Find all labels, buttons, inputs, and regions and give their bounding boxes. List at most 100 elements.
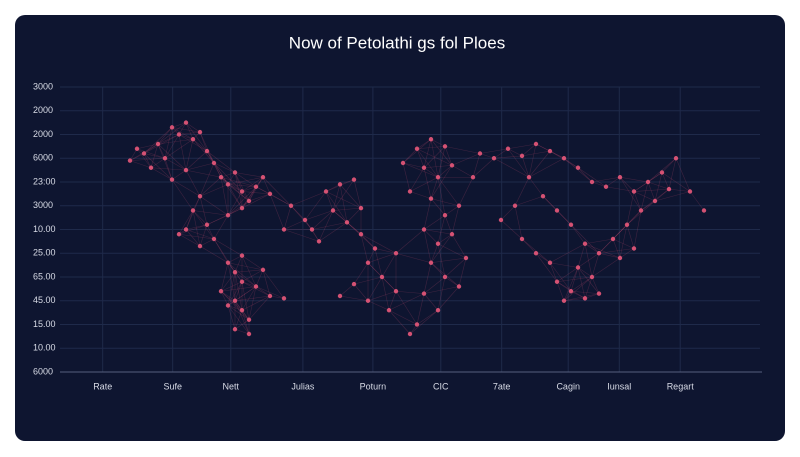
point [582,241,588,246]
link [157,143,173,180]
link [178,134,208,152]
link [241,191,271,195]
point [239,279,245,284]
link [150,167,187,171]
link [402,162,411,192]
link [199,177,222,197]
point [603,184,609,189]
link [234,286,257,301]
link [416,310,439,325]
point [435,241,441,246]
link [185,210,194,230]
link [129,157,166,161]
link [220,262,229,292]
point [183,120,189,125]
link [192,210,215,240]
point [169,125,175,130]
point [316,239,322,244]
link [521,238,551,263]
link [514,195,544,207]
link [192,210,229,216]
link [157,143,166,159]
link [220,291,236,301]
link [444,215,453,235]
link [521,238,537,254]
link [185,139,194,171]
link [241,177,264,209]
link [563,276,593,301]
point [449,163,455,168]
link [409,310,439,335]
point [176,132,182,137]
link [332,179,355,211]
link [577,267,593,278]
link [577,267,586,299]
link [325,184,341,192]
point [631,246,637,251]
point [225,303,231,308]
link [185,122,208,152]
link [556,281,565,301]
link [213,162,236,173]
point [428,260,434,265]
link [430,262,460,287]
link [423,167,432,199]
point [239,189,245,194]
link [178,131,201,135]
link [430,198,460,207]
link [633,188,670,192]
link [584,243,593,278]
point [239,308,245,313]
link [353,179,362,209]
link [493,148,509,159]
link [591,276,600,294]
point [218,289,224,294]
link [591,257,621,278]
link [220,291,250,320]
point [631,189,637,194]
link [213,162,243,192]
link [437,165,453,178]
link [227,281,243,306]
link [206,150,236,173]
point [414,146,420,151]
point [421,165,427,170]
link [507,148,523,157]
y-tick-label: 3000 [33,200,53,210]
link [416,139,432,149]
y-tick-label: 10.00 [33,343,56,353]
point [533,141,539,147]
link [423,146,446,168]
link [528,150,551,178]
link [619,248,635,259]
link [430,177,439,199]
link [206,207,243,226]
link [164,134,180,159]
link [234,310,243,330]
point [162,156,168,161]
point [442,213,448,218]
point [638,208,644,213]
link [248,193,271,202]
link [584,276,593,299]
link [570,290,600,294]
point [267,293,273,299]
point [288,203,294,208]
link [220,177,243,192]
link [402,162,439,178]
point [421,291,427,296]
link [430,262,446,278]
point [505,146,511,151]
link [269,295,285,299]
point [260,267,266,273]
link [423,215,446,230]
link [346,207,362,223]
point [183,227,189,232]
link [493,155,523,159]
link [535,253,558,282]
grid [60,86,760,373]
point [610,236,616,242]
link [185,169,222,178]
link [241,186,257,209]
link [157,143,187,171]
